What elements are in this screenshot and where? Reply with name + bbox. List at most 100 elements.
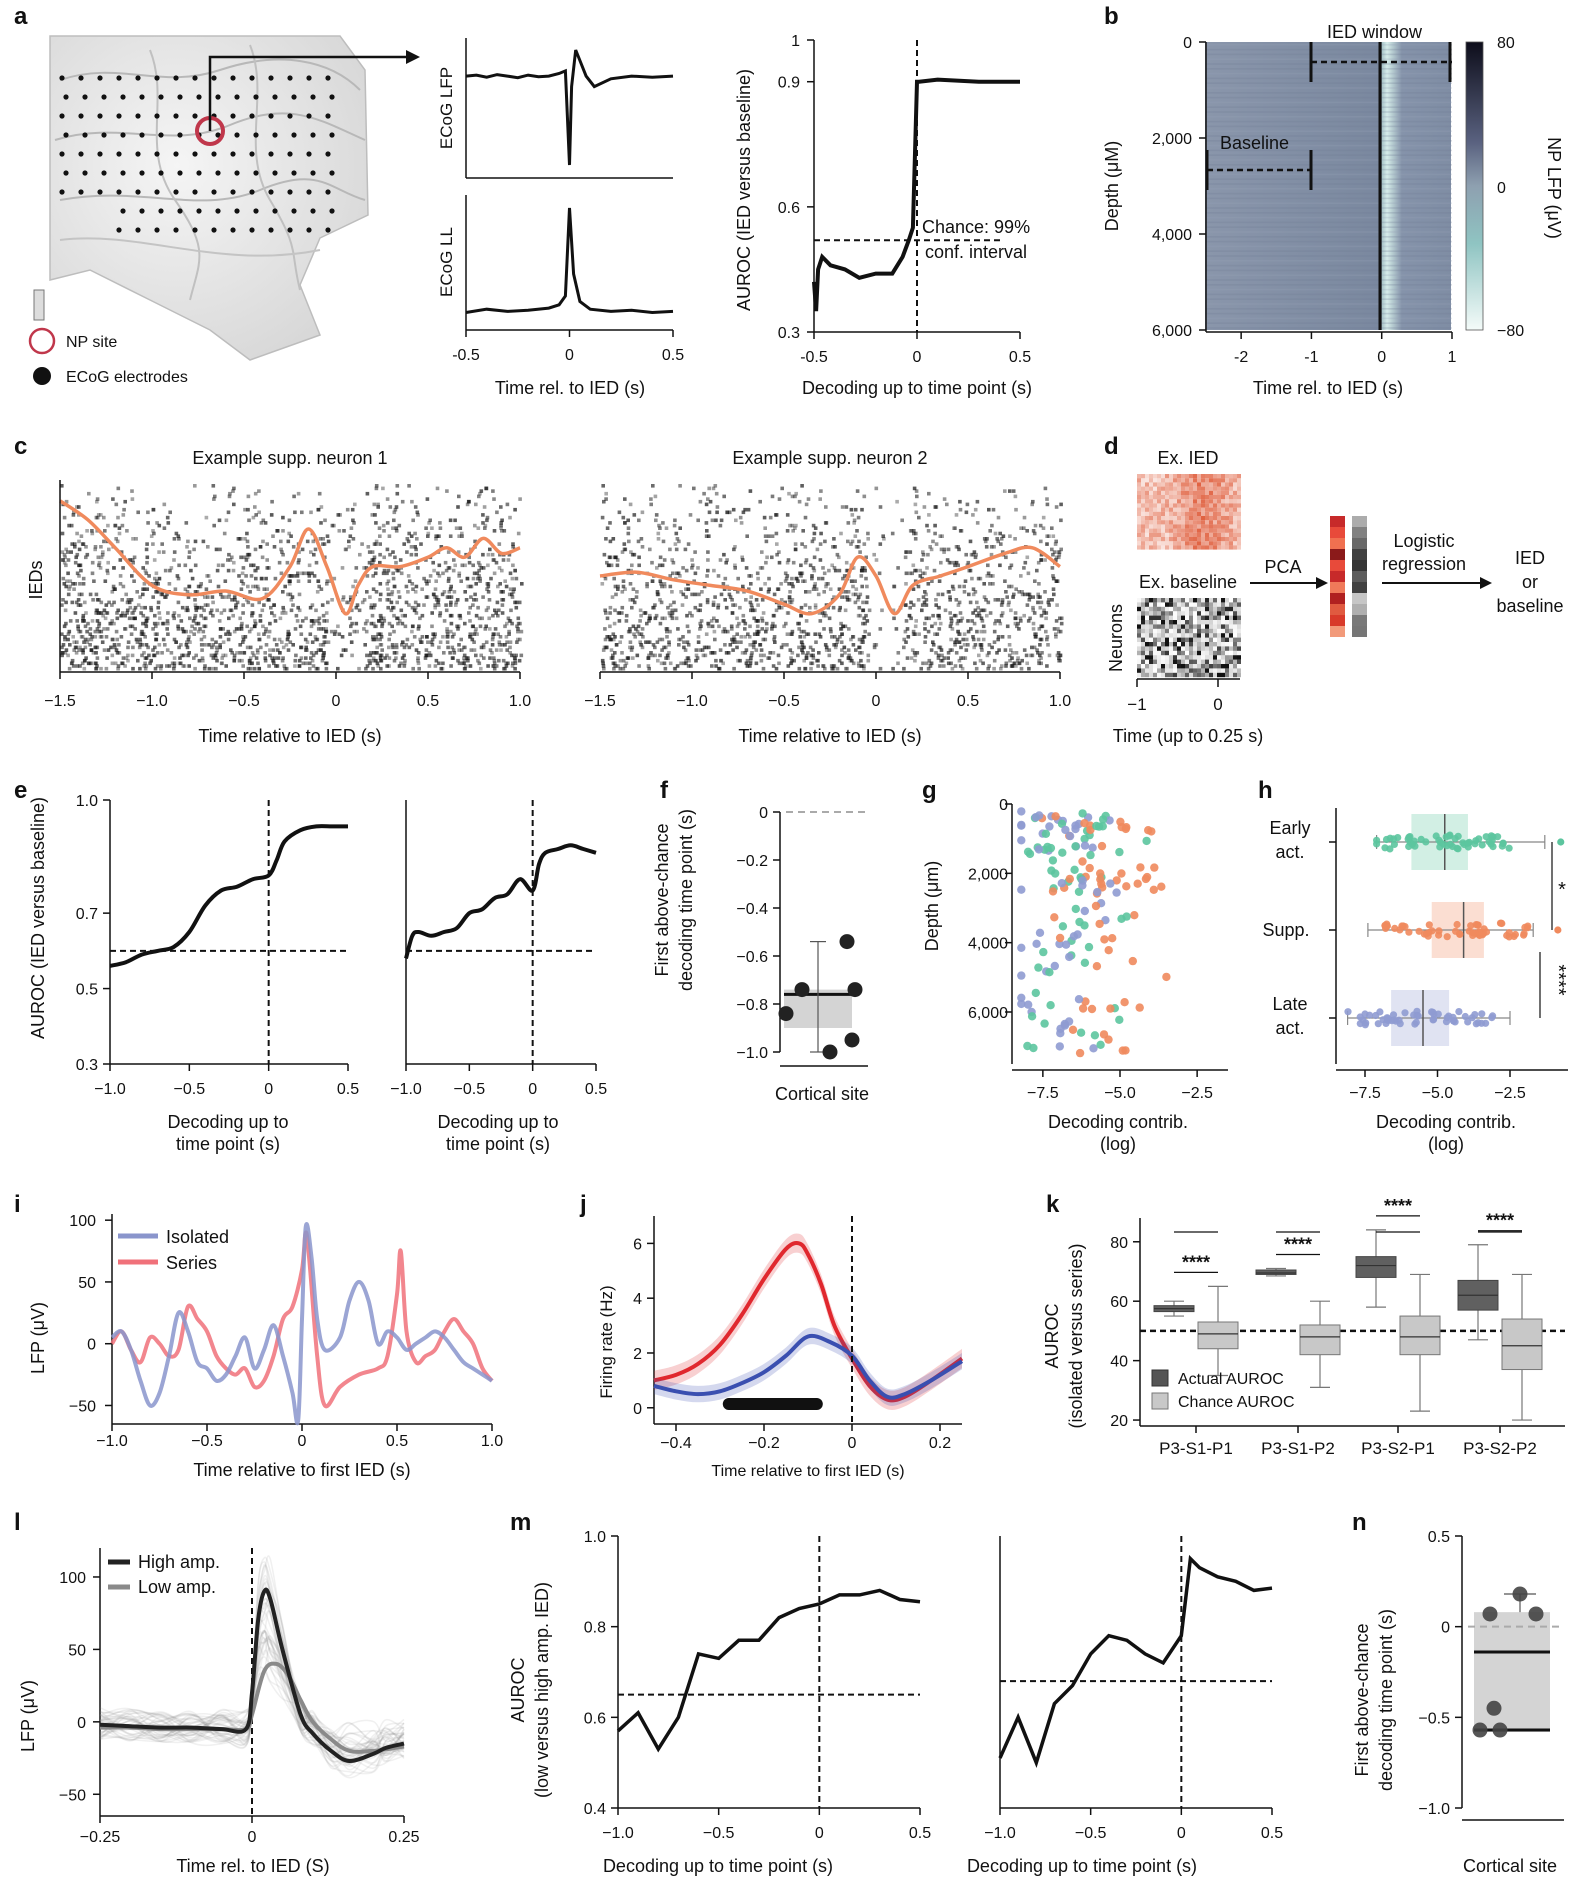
spike-mark (840, 632, 844, 636)
ied-heat-cell (1221, 528, 1225, 533)
spike-mark (75, 505, 79, 509)
spike-mark (646, 656, 650, 660)
spike-mark (853, 507, 858, 512)
spike-mark (276, 656, 281, 660)
spike-mark (1005, 595, 1009, 599)
spike-mark (491, 664, 496, 668)
x-tick-label: 1.0 (1049, 693, 1071, 710)
spike-mark (193, 590, 198, 594)
spike-mark (416, 658, 420, 663)
spike-mark (1045, 664, 1049, 668)
spike-mark (880, 608, 884, 613)
spike-mark (151, 542, 155, 546)
spike-mark (1036, 651, 1040, 655)
ied-heat-cell (1221, 524, 1225, 529)
spike-mark (127, 558, 132, 562)
spike-mark (241, 603, 245, 607)
spike-mark (160, 592, 165, 597)
spike-mark (978, 658, 983, 663)
spike-mark (423, 656, 428, 660)
spike-mark (471, 576, 476, 581)
spike-mark (995, 537, 999, 541)
baseline-heat-cell (1233, 624, 1237, 628)
spike-mark (892, 584, 897, 589)
neuron-point (1386, 845, 1394, 853)
spike-mark (839, 531, 843, 536)
baseline-heat-cell (1153, 615, 1157, 620)
spike-mark (310, 571, 314, 576)
spike-mark (454, 526, 459, 530)
spike-mark (821, 566, 825, 570)
spike-mark (500, 518, 504, 523)
ied-heat-cell (1165, 541, 1169, 546)
spike-mark (1047, 653, 1052, 658)
ied-heat-cell (1209, 503, 1213, 508)
spike-mark (85, 552, 90, 557)
baseline-heat-cell (1177, 664, 1181, 669)
spike-mark (133, 616, 137, 621)
spike-mark (89, 648, 94, 652)
spike-mark (508, 515, 512, 520)
spike-mark (199, 613, 203, 618)
spike-mark (179, 619, 184, 623)
spike-mark (986, 600, 991, 605)
spike-mark (396, 568, 401, 573)
spike-mark (234, 627, 239, 631)
ied-heat-cell (1189, 474, 1193, 479)
spike-mark (977, 653, 981, 658)
spike-mark (479, 645, 484, 650)
spike-mark (193, 627, 197, 631)
ied-heat-cell (1213, 507, 1217, 512)
ied-heat-cell (1149, 528, 1153, 533)
spike-mark (450, 645, 455, 650)
spike-mark (82, 640, 86, 644)
spike-mark (519, 629, 524, 634)
spike-mark (1035, 648, 1039, 652)
spike-mark (1057, 656, 1061, 660)
spike-mark (488, 656, 492, 660)
spike-mark (424, 526, 428, 530)
spike-mark (605, 560, 609, 565)
spike-mark (61, 643, 66, 647)
neuron-point (1475, 835, 1483, 843)
spike-mark (751, 640, 756, 644)
spike-mark (165, 619, 170, 623)
baseline-heat-cell (1181, 659, 1185, 664)
baseline-heat-cell (1149, 642, 1153, 647)
spike-mark (991, 582, 995, 586)
spike-mark (665, 653, 670, 658)
spike-mark (516, 616, 521, 621)
spike-mark (858, 550, 862, 554)
ied-heat-cell (1185, 520, 1189, 525)
spike-mark (923, 640, 927, 644)
ied-heat-cell (1177, 495, 1181, 500)
spike-mark (1051, 587, 1056, 591)
pca-label: PCA (1264, 557, 1301, 577)
baseline-heat-cell (1201, 659, 1205, 664)
spike-mark (266, 598, 271, 602)
spike-mark (416, 603, 421, 607)
spike-mark (733, 566, 737, 570)
neuron-point (1157, 882, 1166, 891)
spike-mark (297, 664, 302, 668)
spike-mark (87, 661, 91, 666)
spike-mark (471, 603, 475, 607)
spike-mark (444, 603, 448, 607)
spike-mark (626, 629, 631, 634)
spike-mark (379, 632, 383, 636)
spike-mark (1033, 523, 1038, 528)
spike-mark (412, 608, 417, 613)
baseline-heat-cell (1145, 624, 1149, 629)
ecog-electrode-dot (329, 94, 335, 100)
spike-mark (363, 643, 367, 647)
probe-icon (33, 289, 45, 321)
baseline-heat-cell (1193, 598, 1197, 603)
spike-mark (70, 658, 75, 663)
ied-heat-cell (1221, 507, 1225, 512)
spike-mark (477, 616, 482, 621)
spike-mark (918, 568, 922, 573)
baseline-heat-cell (1193, 624, 1197, 629)
ied-heat-cell (1189, 503, 1193, 508)
baseline-heat-cell (1193, 668, 1197, 673)
spike-mark (313, 635, 318, 639)
